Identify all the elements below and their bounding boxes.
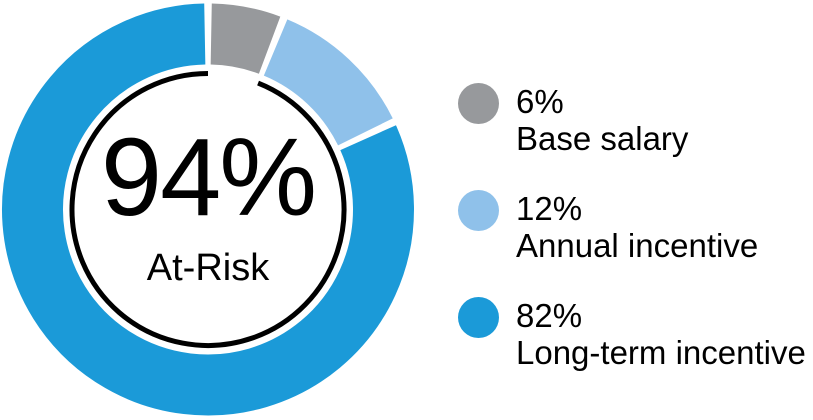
donut-svg: [2, 3, 414, 416]
legend-label-annual-incentive: Annual incentive: [516, 227, 759, 264]
legend-text-annual-incentive: 12% Annual incentive: [516, 190, 758, 264]
donut-chart: 94% At-Risk: [2, 3, 414, 416]
inner-at-risk-arc: [69, 71, 347, 348]
legend-pct-long-term-incentive: 82%: [516, 297, 583, 334]
legend-item-base-salary: 6% Base salary: [458, 83, 813, 157]
legend-text-base-salary: 6% Base salary: [516, 83, 688, 157]
legend-label-base-salary: Base salary: [516, 120, 689, 157]
legend-item-annual-incentive: 12% Annual incentive: [458, 190, 813, 264]
segment-base-salary: [209, 3, 281, 75]
legend-label-long-term-incentive: Long-term incentive: [516, 334, 806, 371]
legend-pct-annual-incentive: 12%: [516, 190, 583, 227]
legend-dot-base-salary-icon: [458, 83, 499, 124]
legend: 6% Base salary 12% Annual incentive 82% …: [458, 83, 813, 404]
legend-text-long-term-incentive: 82% Long-term incentive: [516, 297, 806, 371]
legend-dot-annual-incentive-icon: [458, 190, 499, 231]
segment-annual-incentive: [263, 19, 393, 147]
legend-item-long-term-incentive: 82% Long-term incentive: [458, 297, 813, 371]
legend-pct-base-salary: 6%: [516, 83, 564, 120]
legend-dot-long-term-incentive-icon: [458, 297, 499, 338]
segment-long-term-incentive: [2, 3, 414, 416]
